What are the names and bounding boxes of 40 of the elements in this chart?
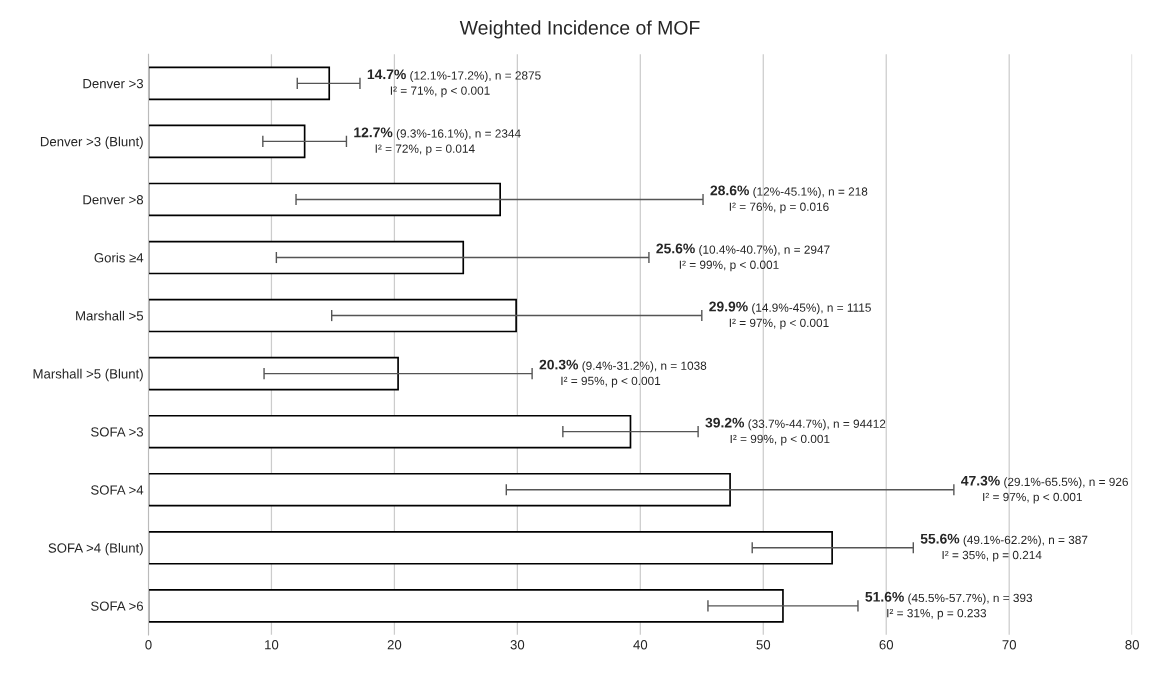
x-tick-label: 60 [879,640,894,650]
bar [148,298,517,333]
y-tick-label: Denver >3 (Blunt) [40,136,143,149]
x-tick-label: 70 [1002,640,1017,650]
y-tick-label: SOFA >4 (Blunt) [48,543,143,556]
bar [148,240,465,275]
chart-title: Weighted Incidence of MOF [459,20,700,39]
y-tick-label: Marshall >5 [76,310,144,321]
bar [148,530,833,565]
y-tick-label: SOFA >6 [91,601,144,611]
y-tick-label: SOFA >3 [91,427,144,437]
bar [148,124,306,159]
bar [148,414,632,449]
annotation: 12.7% (9.3%-16.1%), n = 2344 I² = 72%, p = 0.014 [354,127,521,156]
y-tick-label: Goris ≥4 [94,252,144,263]
x-tick-label: 50 [756,640,771,650]
x-tick-label: 0 [145,640,152,650]
y-tick-label: Denver >8 [83,195,144,205]
bar [148,472,731,507]
y-tick-label: Denver >3 [83,78,144,89]
annotation: 29.9% (14.9%-45%), n = 1115 I² = 97%, p < 0.001 [709,301,871,330]
annotation: 55.6% (49.1%-62.2%), n = 387 I² = 35%, p = 0.214 [920,533,1088,562]
bar [148,356,399,391]
annotation: 39.2% (33.7%-44.7%), n = 94412 I² = 99%, p < 0.001 [705,417,886,446]
y-tick-label: Marshall >5 (Blunt) [33,368,143,382]
x-tick-label: 20 [387,640,402,650]
annotation: 25.6% (10.4%-40.7%), n = 2947 I² = 99%, p < 0.001 [656,243,830,272]
x-tick-label: 80 [1125,640,1139,650]
y-tick-label: SOFA >4 [91,485,144,495]
bar [148,182,501,217]
annotation: 47.3% (29.1%-65.5%), n = 926 I² = 97%, p < 0.001 [961,475,1128,504]
bar [148,589,784,623]
annotation: 20.3% (9.4%-31.2%), n = 1038 I² = 95%, p < 0.001 [539,359,707,388]
x-tick-label: 10 [265,640,279,650]
bar [148,66,331,101]
x-tick-label: 30 [510,640,525,650]
x-tick-label: 40 [633,640,648,650]
annotation: 28.6% (12%-45.1%), n = 218 I² = 76%, p = 0.016 [710,185,868,214]
annotation: 51.6% (45.5%-57.7%), n = 393 I² = 31%, p = 0.233 [865,591,1033,620]
annotation: 14.7% (12.1%-17.2%), n = 2875 I² = 71%, p < 0.001 [367,69,541,98]
